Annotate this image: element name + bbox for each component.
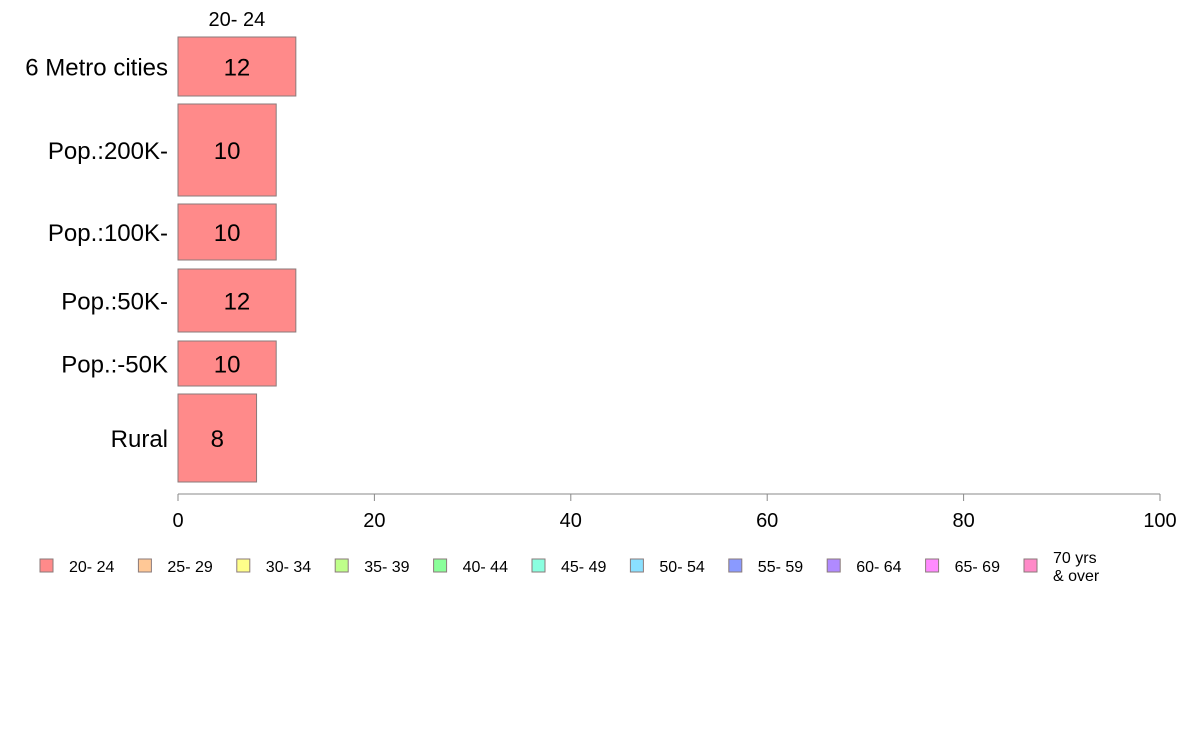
x-tick-label: 100	[1143, 510, 1176, 532]
legend-label-line: & over	[1053, 568, 1100, 585]
category-label: Pop.:200K-	[48, 138, 168, 165]
x-tick-label: 20	[363, 510, 385, 532]
legend-swatch	[826, 558, 841, 573]
legend-label: 70 yrs & over	[1053, 550, 1100, 585]
legend-swatch	[531, 558, 546, 573]
x-tick-label: 60	[756, 510, 778, 532]
legend-label-line: 30- 34	[266, 559, 311, 576]
legend-label: 20- 24	[69, 559, 114, 576]
legend-swatch	[39, 558, 54, 573]
legend-label: 30- 34	[266, 559, 311, 576]
bar	[177, 393, 258, 483]
x-axis: 0 20 40 60 80 100	[172, 493, 1177, 532]
legend: 20- 24 25- 29 30- 34 35- 39 40- 44 45- 49 50- …	[39, 550, 1100, 585]
legend-swatch	[137, 558, 152, 573]
legend-label: 50- 54	[659, 559, 704, 576]
bar	[177, 203, 277, 261]
legend-label: 55- 59	[758, 559, 803, 576]
bar	[177, 268, 297, 333]
legend-label: 45- 49	[561, 559, 606, 576]
legend-label: 35- 39	[364, 559, 409, 576]
category-label: Pop.:-50K	[61, 352, 168, 379]
legend-swatch	[1023, 558, 1038, 573]
series-header-label: 20- 24	[209, 9, 266, 31]
bar-value-label: 10	[214, 352, 241, 379]
bar	[177, 103, 277, 197]
legend-swatch	[629, 558, 644, 573]
legend-label: 40- 44	[463, 559, 508, 576]
legend-label: 25- 29	[167, 559, 212, 576]
legend-label-line: 70 yrs	[1053, 550, 1097, 567]
bar	[177, 340, 277, 387]
legend-swatch	[728, 558, 743, 573]
bar-value-label: 10	[214, 220, 241, 247]
legend-label-line: 60- 64	[856, 559, 901, 576]
legend-swatch	[236, 558, 251, 573]
category-label: Pop.:50K-	[61, 289, 168, 316]
legend-label: 65- 69	[955, 559, 1000, 576]
legend-label-line: 65- 69	[955, 559, 1000, 576]
category-label: Rural	[111, 426, 168, 453]
legend-label-line: 35- 39	[364, 559, 409, 576]
x-tick-label: 0	[172, 510, 183, 532]
bar-value-label: 8	[211, 426, 224, 453]
series-header-group: 20- 24	[209, 9, 266, 31]
legend-label-line: 45- 49	[561, 559, 606, 576]
bar-value-label: 12	[224, 55, 251, 82]
legend-label: 60- 64	[856, 559, 901, 576]
bar	[177, 36, 297, 97]
legend-swatch	[925, 558, 940, 573]
x-tick-label: 40	[560, 510, 582, 532]
bar-value-label: 10	[214, 138, 241, 165]
legend-label-line: 55- 59	[758, 559, 803, 576]
legend-swatch	[433, 558, 448, 573]
bar-value-label: 12	[224, 289, 251, 316]
x-tick-label: 80	[952, 510, 974, 532]
legend-label-line: 20- 24	[69, 559, 114, 576]
category-labels-group: 6 Metro cities Pop.:200K- Pop.:100K- Pop.:5…	[25, 55, 168, 454]
bars-group: 12 10 10 12 10 8	[177, 36, 297, 483]
category-label: 6 Metro cities	[25, 55, 168, 82]
legend-label-line: 50- 54	[659, 559, 704, 576]
category-label: Pop.:100K-	[48, 220, 168, 247]
legend-label-line: 40- 44	[463, 559, 508, 576]
legend-label-line: 25- 29	[167, 559, 212, 576]
legend-swatch	[334, 558, 349, 573]
